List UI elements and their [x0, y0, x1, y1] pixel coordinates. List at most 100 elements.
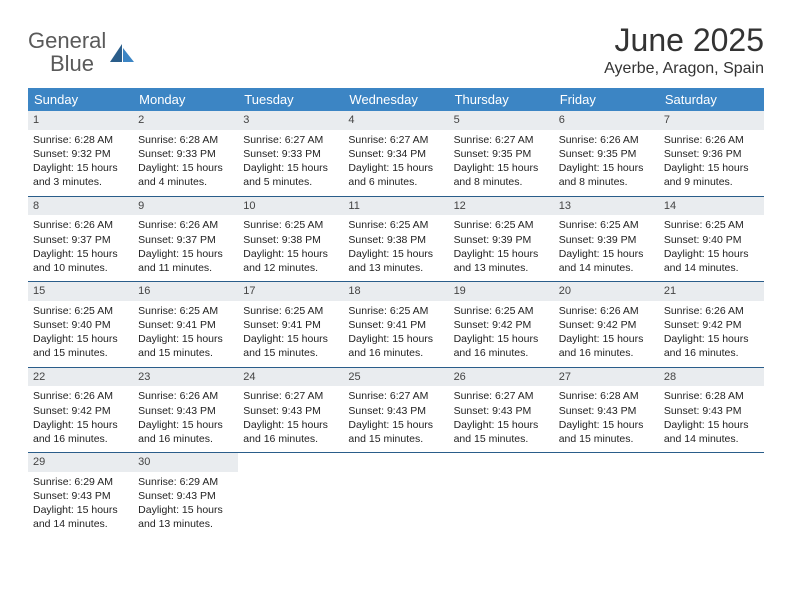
daylight-text-1: Daylight: 15 hours: [138, 247, 233, 261]
daylight-text-1: Daylight: 15 hours: [243, 247, 338, 261]
day-number: 30: [133, 453, 238, 472]
sunrise-text: Sunrise: 6:25 AM: [454, 218, 549, 232]
sunset-text: Sunset: 9:42 PM: [454, 318, 549, 332]
day-cell: 11Sunrise: 6:25 AMSunset: 9:38 PMDayligh…: [343, 197, 448, 282]
sunset-text: Sunset: 9:39 PM: [454, 233, 549, 247]
day-cell: 24Sunrise: 6:27 AMSunset: 9:43 PMDayligh…: [238, 368, 343, 453]
daylight-text-1: Daylight: 15 hours: [138, 503, 233, 517]
day-number: 2: [133, 111, 238, 130]
sunrise-text: Sunrise: 6:28 AM: [559, 389, 654, 403]
day-cell: 22Sunrise: 6:26 AMSunset: 9:42 PMDayligh…: [28, 368, 133, 453]
sunrise-text: Sunrise: 6:26 AM: [664, 133, 759, 147]
day-number: 6: [554, 111, 659, 130]
location: Ayerbe, Aragon, Spain: [604, 60, 764, 78]
day-cell: 23Sunrise: 6:26 AMSunset: 9:43 PMDayligh…: [133, 368, 238, 453]
day-number: 14: [659, 197, 764, 216]
day-cell: 12Sunrise: 6:25 AMSunset: 9:39 PMDayligh…: [449, 197, 554, 282]
daylight-text-1: Daylight: 15 hours: [33, 503, 128, 517]
month-title: June 2025: [604, 24, 764, 56]
daylight-text-1: Daylight: 15 hours: [243, 418, 338, 432]
daylight-text-1: Daylight: 15 hours: [454, 418, 549, 432]
daylight-text-1: Daylight: 15 hours: [664, 161, 759, 175]
day-number: 28: [659, 368, 764, 387]
weekday-thursday: Thursday: [449, 88, 554, 111]
sunrise-text: Sunrise: 6:25 AM: [243, 218, 338, 232]
sunset-text: Sunset: 9:36 PM: [664, 147, 759, 161]
day-number: 17: [238, 282, 343, 301]
sunset-text: Sunset: 9:42 PM: [559, 318, 654, 332]
day-number: 19: [449, 282, 554, 301]
daylight-text-2: and 15 minutes.: [559, 432, 654, 446]
day-cell: 2Sunrise: 6:28 AMSunset: 9:33 PMDaylight…: [133, 111, 238, 196]
sunset-text: Sunset: 9:41 PM: [348, 318, 443, 332]
daylight-text-2: and 5 minutes.: [243, 175, 338, 189]
day-cell: 14Sunrise: 6:25 AMSunset: 9:40 PMDayligh…: [659, 197, 764, 282]
sunrise-text: Sunrise: 6:29 AM: [138, 475, 233, 489]
logo: General Blue: [28, 30, 136, 76]
weekday-wednesday: Wednesday: [343, 88, 448, 111]
daylight-text-1: Daylight: 15 hours: [138, 332, 233, 346]
sunset-text: Sunset: 9:43 PM: [348, 404, 443, 418]
sunset-text: Sunset: 9:38 PM: [348, 233, 443, 247]
daylight-text-2: and 4 minutes.: [138, 175, 233, 189]
sunset-text: Sunset: 9:37 PM: [33, 233, 128, 247]
day-cell: 1Sunrise: 6:28 AMSunset: 9:32 PMDaylight…: [28, 111, 133, 196]
day-cell: 10Sunrise: 6:25 AMSunset: 9:38 PMDayligh…: [238, 197, 343, 282]
sunset-text: Sunset: 9:37 PM: [138, 233, 233, 247]
sunset-text: Sunset: 9:39 PM: [559, 233, 654, 247]
daylight-text-2: and 14 minutes.: [664, 261, 759, 275]
sunrise-text: Sunrise: 6:28 AM: [138, 133, 233, 147]
sunrise-text: Sunrise: 6:27 AM: [243, 133, 338, 147]
day-cell: 28Sunrise: 6:28 AMSunset: 9:43 PMDayligh…: [659, 368, 764, 453]
daylight-text-1: Daylight: 15 hours: [33, 332, 128, 346]
daylight-text-1: Daylight: 15 hours: [454, 161, 549, 175]
day-number: 21: [659, 282, 764, 301]
day-cell: 17Sunrise: 6:25 AMSunset: 9:41 PMDayligh…: [238, 282, 343, 367]
daylight-text-2: and 16 minutes.: [348, 346, 443, 360]
daylight-text-1: Daylight: 15 hours: [33, 247, 128, 261]
day-number: 13: [554, 197, 659, 216]
sunrise-text: Sunrise: 6:27 AM: [454, 389, 549, 403]
day-number: 5: [449, 111, 554, 130]
sunrise-text: Sunrise: 6:25 AM: [664, 218, 759, 232]
day-cell: 29Sunrise: 6:29 AMSunset: 9:43 PMDayligh…: [28, 453, 133, 538]
day-number: 25: [343, 368, 448, 387]
sunrise-text: Sunrise: 6:25 AM: [348, 304, 443, 318]
sunset-text: Sunset: 9:35 PM: [454, 147, 549, 161]
day-cell: 5Sunrise: 6:27 AMSunset: 9:35 PMDaylight…: [449, 111, 554, 196]
daylight-text-1: Daylight: 15 hours: [559, 247, 654, 261]
day-number: 4: [343, 111, 448, 130]
daylight-text-2: and 8 minutes.: [454, 175, 549, 189]
daylight-text-2: and 16 minutes.: [138, 432, 233, 446]
weekday-sunday: Sunday: [28, 88, 133, 111]
day-number: 22: [28, 368, 133, 387]
sunrise-text: Sunrise: 6:29 AM: [33, 475, 128, 489]
day-number: 10: [238, 197, 343, 216]
daylight-text-1: Daylight: 15 hours: [33, 418, 128, 432]
day-cell: 20Sunrise: 6:26 AMSunset: 9:42 PMDayligh…: [554, 282, 659, 367]
day-number: 3: [238, 111, 343, 130]
sunrise-text: Sunrise: 6:27 AM: [348, 133, 443, 147]
daylight-text-1: Daylight: 15 hours: [454, 332, 549, 346]
day-cell: 25Sunrise: 6:27 AMSunset: 9:43 PMDayligh…: [343, 368, 448, 453]
daylight-text-2: and 15 minutes.: [454, 432, 549, 446]
daylight-text-1: Daylight: 15 hours: [664, 247, 759, 261]
day-cell: 27Sunrise: 6:28 AMSunset: 9:43 PMDayligh…: [554, 368, 659, 453]
daylight-text-2: and 14 minutes.: [664, 432, 759, 446]
daylight-text-1: Daylight: 15 hours: [559, 418, 654, 432]
daylight-text-2: and 13 minutes.: [454, 261, 549, 275]
daylight-text-2: and 14 minutes.: [33, 517, 128, 531]
daylight-text-1: Daylight: 15 hours: [559, 332, 654, 346]
daylight-text-2: and 16 minutes.: [454, 346, 549, 360]
daylight-text-2: and 13 minutes.: [348, 261, 443, 275]
daylight-text-2: and 16 minutes.: [243, 432, 338, 446]
daylight-text-1: Daylight: 15 hours: [559, 161, 654, 175]
calendar-header-row: Sunday Monday Tuesday Wednesday Thursday…: [28, 88, 764, 111]
sunset-text: Sunset: 9:43 PM: [138, 489, 233, 503]
day-number: 26: [449, 368, 554, 387]
logo-sail-icon: [108, 42, 136, 64]
daylight-text-2: and 3 minutes.: [33, 175, 128, 189]
daylight-text-1: Daylight: 15 hours: [243, 161, 338, 175]
sunset-text: Sunset: 9:43 PM: [454, 404, 549, 418]
day-number: 24: [238, 368, 343, 387]
